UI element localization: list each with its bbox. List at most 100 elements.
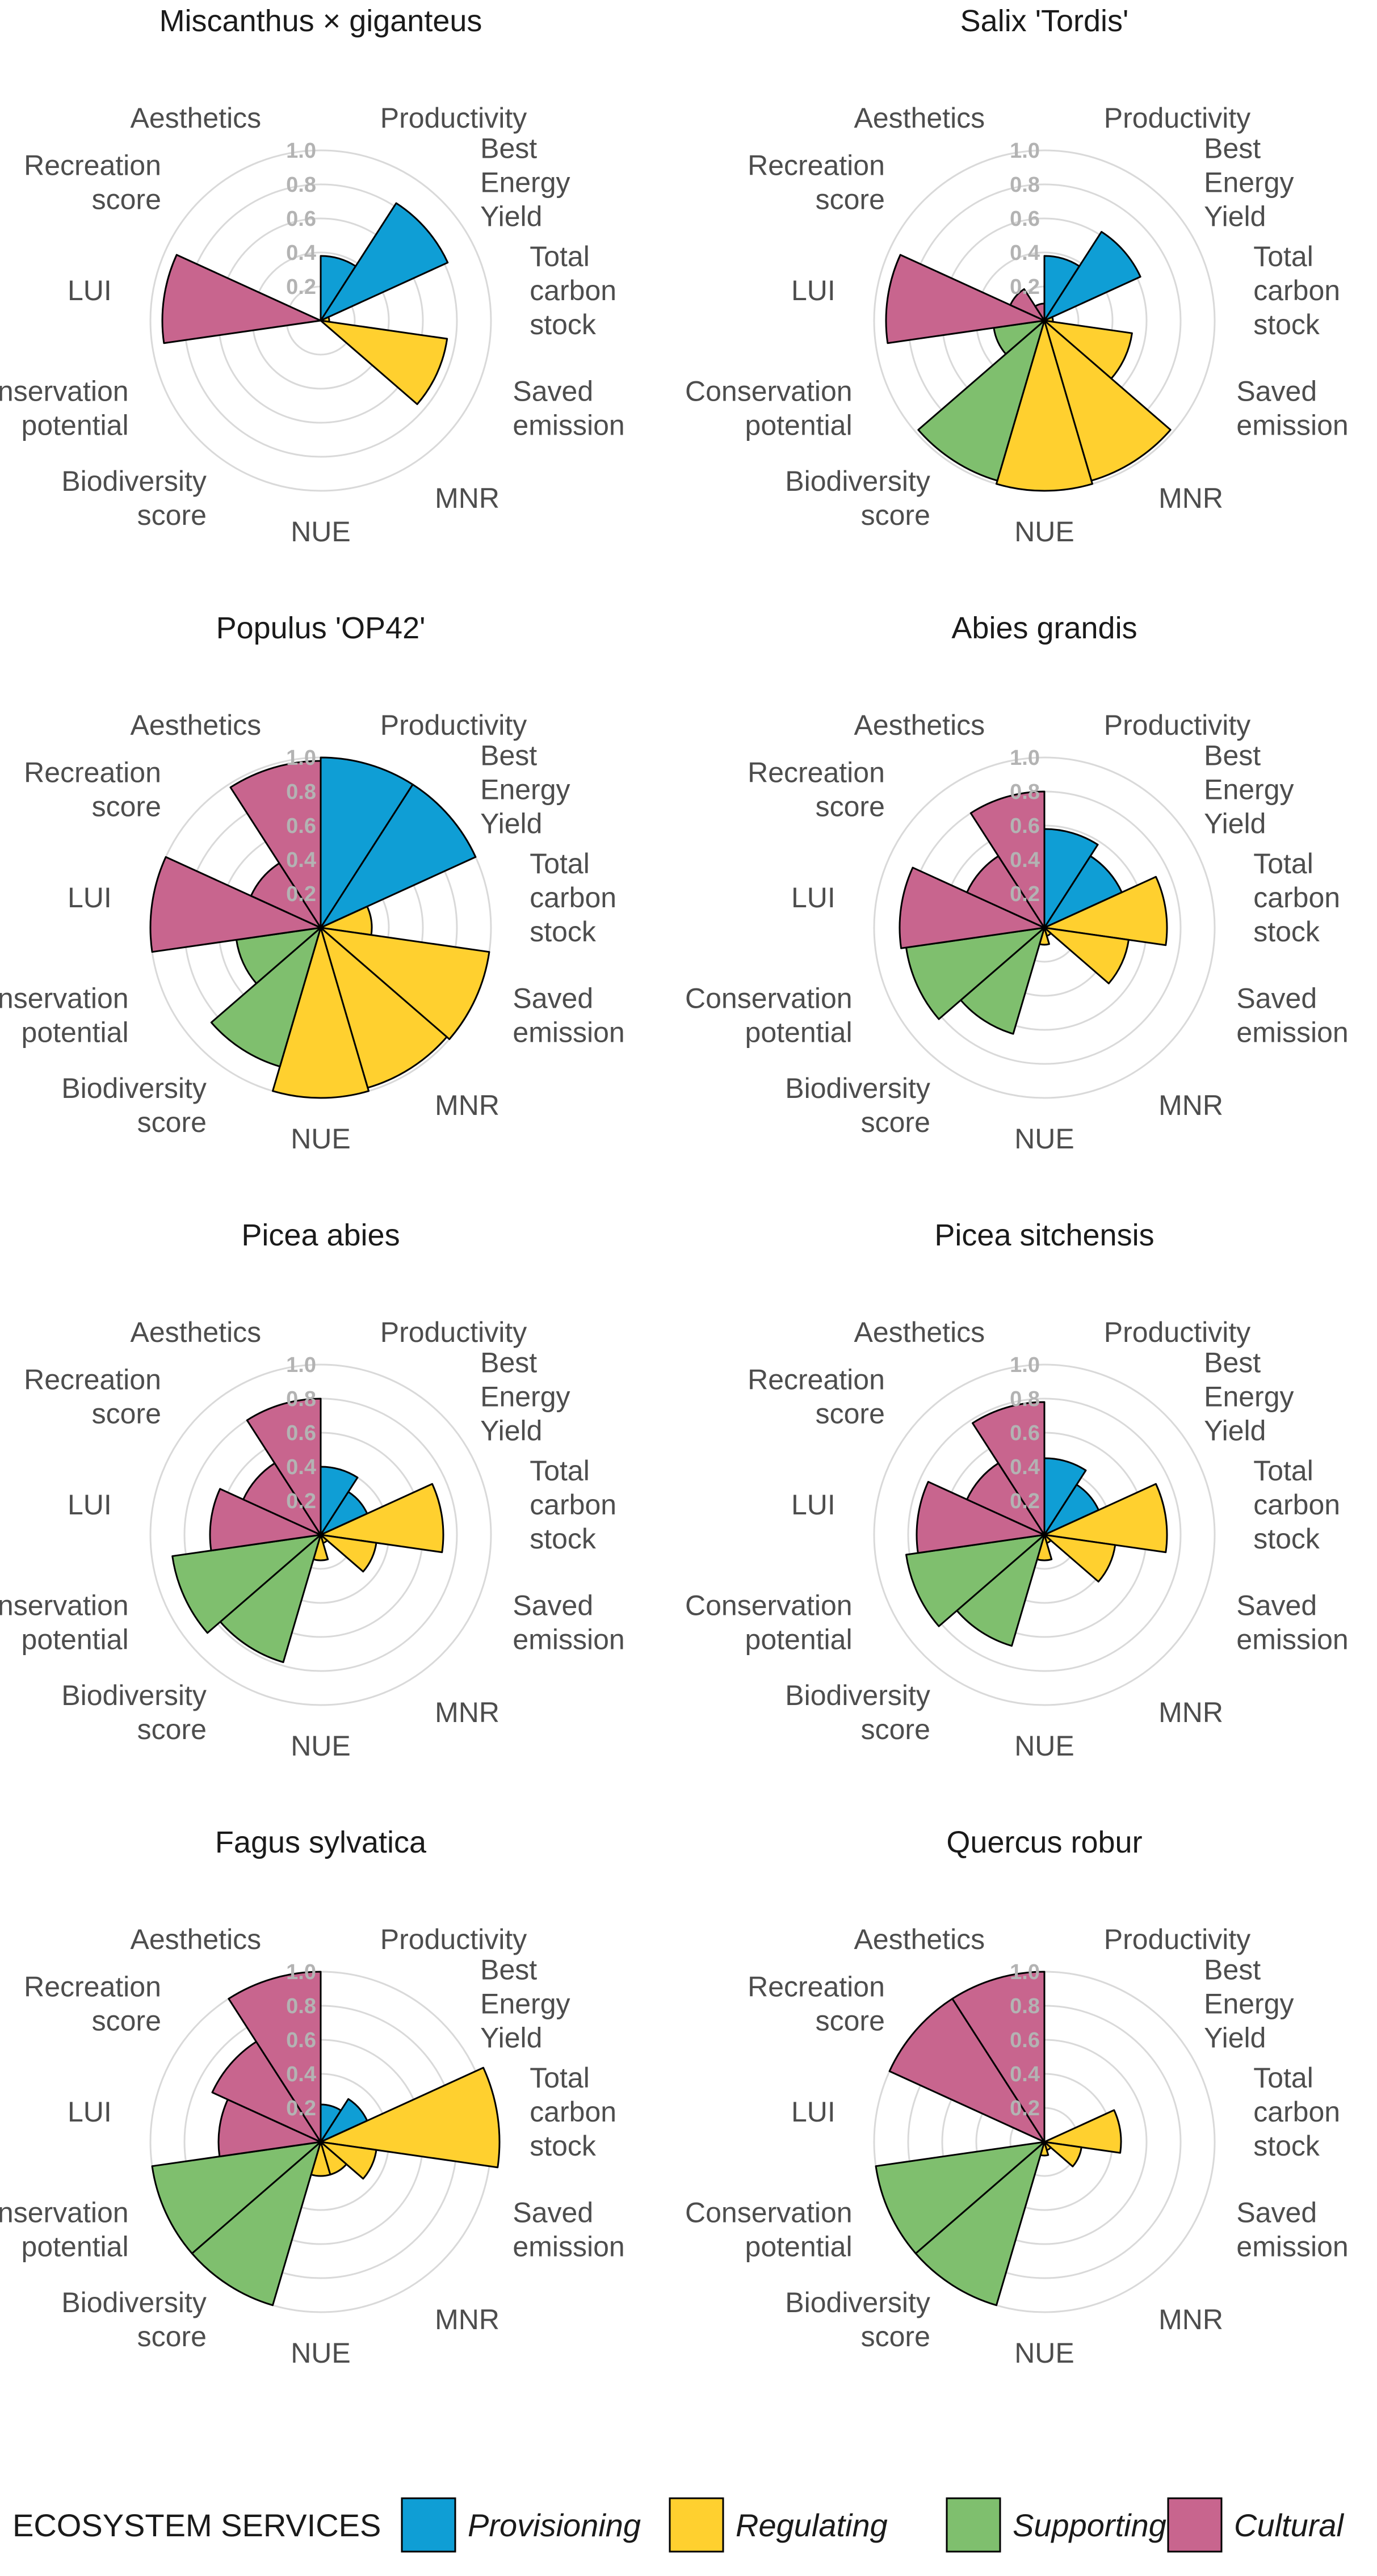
category-label-saved_emission: Saved emission (513, 983, 624, 1049)
bar-saved_emission (320, 319, 448, 405)
radial-tick-label: 0.6 (1010, 814, 1040, 838)
bar-saved_emission (1043, 927, 1130, 984)
category-label-lui: LUI (791, 1489, 836, 1521)
category-label-nue: NUE (1014, 1123, 1074, 1155)
bar-nue (995, 319, 1094, 492)
bar-aesthetics (228, 1971, 322, 2143)
category-label-recreation_score: Recreation score (748, 756, 885, 822)
legend-swatch-cultural (1167, 2497, 1223, 2553)
bar-lui (217, 2098, 322, 2158)
category-label-mnr: MNR (1158, 482, 1223, 514)
bar-recreation_score (966, 855, 1046, 929)
radial-tick-label: 0.8 (1010, 780, 1040, 804)
category-label-mnr: MNR (435, 1089, 499, 1121)
category-label-nue: NUE (291, 1730, 351, 1762)
bar-lui (885, 254, 1046, 344)
category-label-saved_emission: Saved emission (1236, 376, 1348, 441)
bar-conservation_potential (236, 927, 322, 984)
category-label-mnr: MNR (1158, 1697, 1223, 1728)
bar-recreation_score (1009, 288, 1046, 322)
category-label-productivity: Productivity (1104, 102, 1250, 134)
category-label-saved_emission: Saved emission (1236, 2197, 1348, 2263)
category-label-best_energy_yield: Best Energy Yield (1204, 132, 1294, 232)
category-label-nue: NUE (291, 1123, 351, 1155)
panel-fagus-sylvatica: Fagus sylvatica 0.2 0.4 0.6 0.8 1.0 Productivi… (0, 1825, 625, 2369)
category-label-biodiversity_score: Biodiversity score (61, 465, 207, 531)
panel-title: Fagus sylvatica (215, 1825, 427, 1859)
radial-tick-label: 1.0 (286, 1960, 316, 1984)
bar-aesthetics (1034, 302, 1046, 322)
category-label-nue: NUE (291, 2337, 351, 2369)
category-label-biodiversity_score: Biodiversity score (785, 1680, 930, 1745)
bar-recreation_score (888, 1998, 1046, 2143)
legend-swatch-regulating (669, 2497, 724, 2553)
category-label-biodiversity_score: Biodiversity score (61, 1680, 207, 1745)
bar-nue (271, 927, 370, 1099)
category-label-total_carbon_stock: Total carbon stock (530, 1455, 616, 1555)
gridline-circle (873, 756, 1216, 1099)
category-label-recreation_score: Recreation score (748, 1971, 885, 2036)
radial-tick-label: 0.6 (286, 2028, 316, 2052)
category-label-total_carbon_stock: Total carbon stock (1253, 848, 1340, 948)
category-label-productivity: Productivity (380, 1316, 527, 1348)
radial-tick-label: 0.2 (1010, 1489, 1040, 1513)
panel-title: Populus 'OP42' (216, 611, 426, 645)
category-label-lui: LUI (68, 275, 112, 306)
bar-best_energy_yield (320, 784, 477, 929)
category-label-recreation_score: Recreation score (24, 756, 161, 822)
category-label-total_carbon_stock: Total carbon stock (1253, 2062, 1340, 2162)
bar-biodiversity_score (219, 1534, 322, 1664)
bar-aesthetics (969, 790, 1046, 929)
category-label-nue: NUE (1014, 1730, 1074, 1762)
legend: ECOSYSTEM SERVICES Provisioning Regulating… (12, 2497, 1345, 2553)
radial-tick-label: 1.0 (1010, 1960, 1040, 1984)
bar-lui (916, 1481, 1046, 1554)
radial-tick-label: 1.0 (286, 1353, 316, 1377)
category-label-total_carbon_stock: Total carbon stock (530, 848, 616, 948)
category-label-biodiversity_score: Biodiversity score (61, 2287, 207, 2352)
category-label-total_carbon_stock: Total carbon stock (530, 241, 616, 340)
category-label-aesthetics: Aesthetics (854, 709, 985, 741)
radial-tick-label: 0.8 (286, 780, 316, 804)
category-label-aesthetics: Aesthetics (131, 1923, 262, 1955)
bar-saved_emission (1043, 2141, 1082, 2167)
gridline-circle (149, 1363, 492, 1706)
panel-salix-tordis: Salix 'Tordis' 0.2 0.4 0.6 0.8 1.0 Productivit… (685, 4, 1349, 548)
category-label-recreation_score: Recreation score (24, 149, 161, 215)
panel-title: Abies grandis (951, 611, 1137, 645)
radial-tick-label: 0.8 (1010, 1387, 1040, 1411)
bar-conservation_potential (905, 927, 1046, 1020)
bar-total_carbon_stock (320, 2066, 501, 2169)
radial-tick-label: 0.4 (1010, 241, 1040, 265)
bar-conservation_potential (151, 2141, 322, 2254)
radial-tick-label: 0.4 (1010, 848, 1040, 872)
category-label-mnr: MNR (1158, 1089, 1223, 1121)
radial-tick-label: 1.0 (286, 139, 316, 163)
bar-total_carbon_stock (1043, 2109, 1122, 2154)
category-label-total_carbon_stock: Total carbon stock (530, 2062, 616, 2162)
bar-aesthetics (246, 1398, 322, 1536)
category-label-recreation_score: Recreation score (24, 1971, 161, 2036)
category-label-lui: LUI (791, 275, 836, 306)
bar-total_carbon_stock (1043, 875, 1168, 946)
category-label-lui: LUI (791, 882, 836, 914)
category-label-best_energy_yield: Best Energy Yield (1204, 1346, 1294, 1446)
bar-best_energy_yield (1043, 231, 1141, 322)
category-label-aesthetics: Aesthetics (854, 102, 985, 134)
category-label-saved_emission: Saved emission (1236, 983, 1348, 1049)
legend-title: ECOSYSTEM SERVICES (12, 2507, 381, 2543)
panel-populus-op42: Populus 'OP42' 0.2 0.4 0.6 0.8 1.0 Productivit… (0, 611, 625, 1155)
category-label-total_carbon_stock: Total carbon stock (1253, 1455, 1340, 1555)
bar-saved_emission (1043, 1534, 1116, 1583)
bar-lui (209, 1488, 322, 1552)
radial-tick-label: 0.4 (1010, 1455, 1040, 1479)
category-label-recreation_score: Recreation score (748, 1363, 885, 1429)
category-label-aesthetics: Aesthetics (854, 1316, 985, 1348)
radial-tick-label: 1.0 (1010, 1353, 1040, 1377)
panel-title: Picea sitchensis (934, 1218, 1154, 1252)
bar-productivity (1043, 828, 1099, 929)
